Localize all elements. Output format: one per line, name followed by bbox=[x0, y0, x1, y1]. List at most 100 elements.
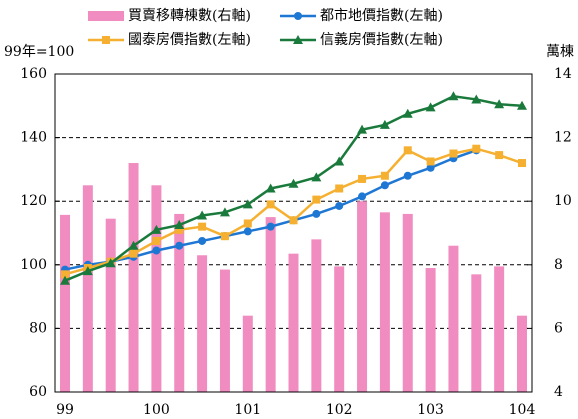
y2-tick-label: 6 bbox=[554, 320, 563, 336]
y-tick-label: 140 bbox=[20, 130, 47, 146]
marker bbox=[243, 227, 252, 236]
marker bbox=[335, 184, 344, 193]
bar bbox=[219, 269, 230, 392]
marker bbox=[518, 159, 526, 168]
legend-label: 信義房價指數(左軸) bbox=[320, 31, 443, 48]
y2-tick-label: 14 bbox=[554, 66, 572, 82]
marker bbox=[198, 236, 207, 245]
y2-tick-label: 12 bbox=[554, 130, 572, 146]
y-tick-label: 60 bbox=[29, 384, 47, 400]
marker bbox=[426, 163, 435, 172]
bar bbox=[265, 217, 276, 392]
marker bbox=[449, 149, 458, 158]
bar bbox=[425, 267, 436, 392]
left-axis-label: 99年=100 bbox=[4, 44, 74, 60]
legend-swatch bbox=[88, 11, 124, 21]
x-tick-label: 100 bbox=[143, 402, 170, 418]
y2-tick-label: 8 bbox=[554, 257, 563, 273]
x-tick-label: 99 bbox=[56, 402, 74, 418]
bar bbox=[242, 315, 253, 392]
bar bbox=[379, 212, 390, 392]
legend-label: 國泰房價指數(左軸) bbox=[128, 31, 251, 48]
right-axis-label: 萬棟 bbox=[546, 44, 574, 60]
bar bbox=[357, 201, 368, 392]
marker bbox=[219, 207, 230, 217]
marker bbox=[174, 220, 185, 230]
legend-marker bbox=[102, 36, 110, 44]
marker bbox=[152, 246, 161, 255]
marker bbox=[105, 258, 116, 268]
bar bbox=[128, 163, 139, 392]
y-tick-label: 120 bbox=[20, 193, 47, 209]
legend-marker bbox=[294, 12, 302, 20]
bar bbox=[517, 315, 527, 392]
bar bbox=[174, 213, 185, 392]
marker bbox=[334, 156, 345, 166]
legend-marker bbox=[293, 35, 303, 44]
y-tick-label: 80 bbox=[29, 320, 47, 336]
bar bbox=[288, 253, 299, 392]
marker bbox=[471, 94, 482, 104]
marker bbox=[198, 222, 207, 231]
marker bbox=[335, 201, 344, 210]
marker bbox=[129, 249, 138, 258]
bar bbox=[448, 245, 459, 392]
marker bbox=[151, 224, 162, 234]
bar bbox=[494, 266, 505, 392]
bar bbox=[334, 266, 345, 392]
bar bbox=[105, 218, 116, 392]
bar bbox=[197, 255, 208, 392]
marker bbox=[380, 181, 389, 190]
x-tick-label: 104 bbox=[509, 402, 536, 418]
marker bbox=[495, 151, 504, 160]
marker bbox=[289, 216, 298, 225]
marker bbox=[128, 240, 139, 250]
marker bbox=[175, 241, 184, 250]
marker bbox=[265, 183, 276, 193]
marker bbox=[312, 195, 321, 204]
marker bbox=[402, 108, 413, 118]
marker bbox=[266, 200, 275, 209]
marker bbox=[152, 236, 161, 245]
marker bbox=[494, 99, 505, 109]
marker bbox=[379, 119, 390, 129]
marker bbox=[175, 225, 184, 234]
marker bbox=[60, 275, 70, 285]
marker bbox=[472, 144, 481, 153]
marker bbox=[243, 219, 252, 228]
marker bbox=[358, 174, 367, 183]
marker bbox=[266, 222, 275, 231]
marker bbox=[448, 91, 459, 101]
y2-tick-label: 10 bbox=[554, 193, 572, 209]
legend-label: 買賣移轉棟數(右軸) bbox=[128, 8, 251, 24]
y-tick-label: 160 bbox=[20, 66, 47, 82]
marker bbox=[403, 171, 412, 180]
y-tick-label: 100 bbox=[20, 257, 47, 273]
marker bbox=[288, 178, 299, 188]
x-tick-label: 101 bbox=[234, 402, 261, 418]
marker bbox=[312, 209, 321, 218]
bar bbox=[471, 274, 482, 392]
marker bbox=[403, 146, 412, 155]
marker bbox=[426, 157, 435, 166]
marker bbox=[242, 199, 253, 209]
marker bbox=[220, 232, 229, 241]
y2-tick-label: 4 bbox=[554, 384, 563, 400]
bar bbox=[151, 185, 162, 392]
bar bbox=[311, 239, 322, 392]
marker bbox=[425, 102, 436, 112]
plot-frame bbox=[54, 73, 533, 393]
marker bbox=[197, 210, 208, 220]
marker bbox=[357, 124, 368, 134]
x-tick-label: 102 bbox=[326, 402, 353, 418]
marker bbox=[311, 172, 322, 182]
bar bbox=[60, 214, 70, 392]
legend-label: 都市地價指數(左軸) bbox=[320, 7, 443, 24]
x-tick-label: 103 bbox=[417, 402, 444, 418]
marker bbox=[82, 266, 93, 276]
marker bbox=[358, 192, 367, 201]
marker bbox=[380, 171, 389, 180]
bar bbox=[82, 185, 93, 392]
bar bbox=[402, 213, 413, 392]
